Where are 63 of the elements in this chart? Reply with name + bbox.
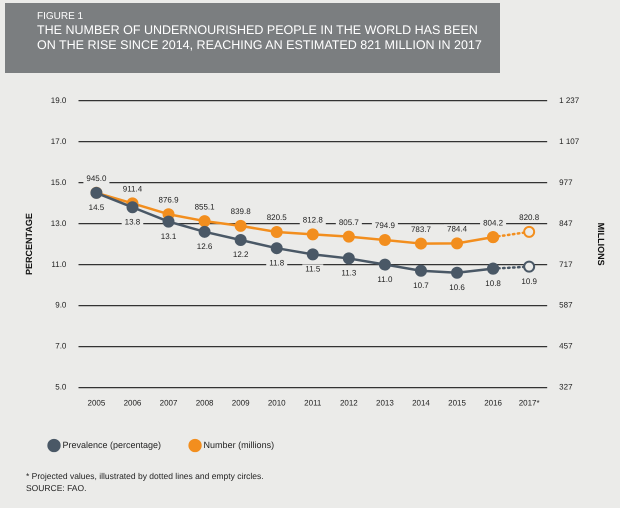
data-label: 855.1 <box>194 202 216 212</box>
data-label: 11.5 <box>305 264 321 274</box>
x-tick-label: 2013 <box>376 398 394 408</box>
y2-tick-label: 717 <box>559 260 574 269</box>
data-label: 784.4 <box>447 224 468 234</box>
y-tick-label: 17.0 <box>50 136 67 146</box>
x-tick-label: 2006 <box>124 398 142 408</box>
x-tick-label: 2009 <box>232 398 250 408</box>
data-label: 804.2 <box>483 218 504 228</box>
y-tick-label: 5.0 <box>55 382 67 392</box>
y2-tick-label: 847 <box>559 218 574 228</box>
y-tick-label: 15.0 <box>50 178 67 187</box>
y-axis-title: PERCENTAGE <box>24 213 34 276</box>
data-label: 820.5 <box>266 213 288 222</box>
data-label: 839.8 <box>230 207 252 216</box>
data-label: 805.7 <box>338 218 360 227</box>
chart-subtitle: FIGURE 1 <box>37 11 84 23</box>
chart-title: THE NUMBER OF UNDERNOURISHED PEOPLE IN THE WORLD HAS BEEN ON THE RISE SINCE 2014, REACHING AN ESTIMATED 821 MILLION IN 2017 <box>37 23 483 53</box>
x-tick-label: 2016 <box>484 398 503 408</box>
data-label: 11.8 <box>269 258 285 268</box>
data-label: 911.4 <box>122 184 143 194</box>
data-label: 10.8 <box>485 278 502 288</box>
x-tick-label: 2007 <box>160 398 178 408</box>
y-tick-label: 7.0 <box>55 342 67 351</box>
data-label: 13.1 <box>160 232 177 241</box>
data-label: 945.0 <box>86 174 107 183</box>
y2-tick-label: 587 <box>559 300 574 310</box>
x-tick-label: 2011 <box>304 398 322 408</box>
y2-axis-title: MILLIONS <box>596 222 606 266</box>
x-tick-label: 2010 <box>268 398 286 408</box>
y2-tick-label: 327 <box>559 382 574 392</box>
data-label: 11.0 <box>377 274 393 284</box>
data-label: 820.8 <box>519 213 540 222</box>
data-label: 11.3 <box>341 268 357 278</box>
data-label: 13.8 <box>124 217 141 226</box>
data-label: 12.2 <box>232 250 249 260</box>
y-tick-label: 13.0 <box>50 218 67 228</box>
x-tick-label: 2005 <box>88 398 106 408</box>
data-label: 10.7 <box>413 280 430 290</box>
y-tick-label: 19.0 <box>50 96 67 106</box>
legend-label: Prevalence (percentage) <box>62 440 162 450</box>
legend-label: Number (millions) <box>204 440 274 450</box>
x-tick-label: 2008 <box>196 398 214 408</box>
y-tick-label: 9.0 <box>55 300 67 310</box>
source-note: SOURCE: FAO. <box>26 482 88 494</box>
data-label: 10.9 <box>521 276 538 286</box>
y2-tick-label: 1 237 <box>559 96 580 106</box>
y-tick-label: 11.0 <box>51 260 67 269</box>
data-label: 12.6 <box>196 242 213 252</box>
y2-tick-label: 457 <box>559 342 574 351</box>
data-label: 10.6 <box>449 282 466 292</box>
y2-tick-label: 1 107 <box>559 136 580 146</box>
data-label: 876.9 <box>158 195 180 204</box>
x-tick-label: 2012 <box>340 398 358 408</box>
y2-tick-label: 977 <box>559 178 574 187</box>
data-label: 812.8 <box>302 216 324 225</box>
x-tick-label: 2017* <box>518 398 540 408</box>
data-label: 14.5 <box>88 203 105 212</box>
x-tick-label: 2015 <box>448 398 466 408</box>
data-label: 783.7 <box>410 224 432 234</box>
data-label: 794.9 <box>374 221 396 230</box>
text: * Projected values, illustrated by dotted lines and empty circles. <box>26 470 264 482</box>
x-tick-label: 2014 <box>412 398 430 408</box>
